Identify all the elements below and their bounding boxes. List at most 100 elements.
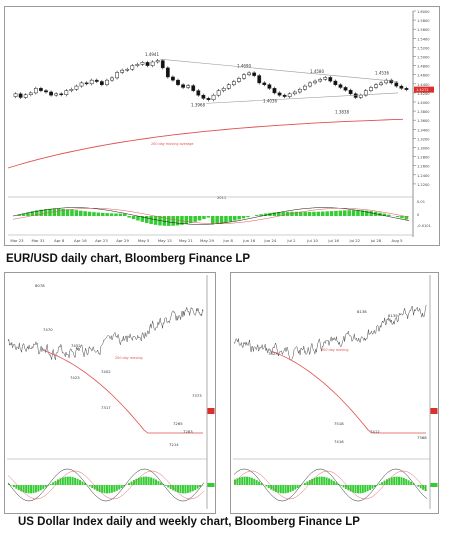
oscillator-bar — [388, 478, 391, 485]
oscillator-bar — [352, 485, 355, 493]
oscillator-bar — [15, 485, 18, 489]
macd-bar — [52, 208, 57, 216]
oscillator-bar — [32, 485, 35, 494]
macd-bar — [17, 214, 21, 216]
macd-bar — [206, 216, 211, 218]
macd-bar — [290, 211, 294, 216]
y-tick-label: 1.5400 — [417, 37, 430, 41]
oscillator-signal-line — [7, 470, 205, 500]
oscillator-bar — [369, 485, 372, 491]
macd-bar — [307, 211, 312, 216]
macd-bar — [343, 210, 347, 216]
oscillator-bar — [366, 485, 369, 492]
oscillator-bar — [325, 477, 328, 485]
price-annotation: 7518 — [334, 421, 344, 426]
candle-body — [257, 75, 262, 84]
oscillator-bar — [76, 478, 79, 485]
price-annotation: 7402 — [101, 369, 111, 374]
macd-bar — [211, 216, 215, 225]
oscillator-bar — [140, 477, 143, 485]
oscillator-bar — [299, 485, 302, 487]
macd-bar — [87, 211, 92, 216]
macd-bar — [74, 210, 79, 216]
oscillator-bar — [106, 485, 108, 494]
oscillator-bar — [66, 476, 69, 485]
y-tick-label: 1.2600 — [417, 165, 430, 169]
oscillator-bar — [20, 485, 23, 492]
x-tick-label: Apr 23 — [95, 238, 108, 243]
x-tick-label: Apr 29 — [116, 238, 129, 243]
macd-bar — [92, 212, 96, 216]
macd-bar — [101, 212, 105, 216]
oscillator-bar — [157, 480, 160, 485]
macd-bar — [219, 216, 224, 224]
oscillator-bar — [371, 485, 374, 489]
macd-bar — [83, 211, 87, 216]
oscillator-bar — [37, 485, 40, 492]
macd-bar — [215, 216, 219, 225]
oscillator-bar — [54, 480, 57, 485]
macd-tick-label: 0.01 — [417, 200, 425, 204]
x-tick-label: Aug 5 — [391, 238, 403, 243]
x-tick-label: May 29 — [200, 238, 214, 243]
oscillator-line — [233, 468, 428, 502]
oscillator-bar — [340, 485, 343, 486]
candle-body — [308, 82, 312, 87]
oscillator-bar — [164, 485, 167, 486]
candle-body — [140, 62, 145, 65]
eurusd-caption: EUR/USD daily chart, Bloomberg Finance L… — [6, 253, 251, 265]
candle-body — [226, 84, 231, 89]
oscillator-bar — [83, 483, 86, 485]
oscillator-bar — [96, 485, 99, 491]
y-tick-label: 1.2800 — [417, 156, 430, 160]
year-label: 2011 — [217, 196, 226, 200]
x-tick-label: Mar 31 — [32, 238, 46, 243]
candle-body — [49, 91, 53, 96]
oscillator-bar — [410, 481, 413, 485]
oscillator-bar — [61, 477, 64, 485]
y-tick-label: 1.2400 — [417, 174, 430, 178]
candle-body — [110, 77, 114, 81]
macd-bar — [61, 208, 65, 216]
macd-bar — [162, 216, 167, 226]
y-tick-label: 1.3200 — [417, 137, 430, 141]
oscillator-bar — [246, 476, 248, 485]
macd-bar — [347, 210, 351, 216]
oscillator-bar — [294, 485, 297, 490]
candle-body — [394, 82, 399, 87]
candle-body — [23, 94, 28, 98]
oscillator-bar — [179, 485, 182, 494]
oscillator-bar — [69, 476, 72, 485]
y-tick-label: 1.4000 — [417, 101, 430, 105]
oscillator-bar — [145, 476, 148, 485]
candle-body — [379, 82, 383, 85]
price-annotation: 1.3968 — [191, 103, 205, 108]
price-line — [7, 306, 204, 360]
oscillator-bar — [44, 485, 47, 488]
price-annotation: 7823 — [268, 351, 278, 356]
macd-bar — [127, 216, 131, 218]
candle-body — [358, 94, 363, 98]
price-annotation: 7265 — [173, 421, 183, 426]
oscillator-bar — [81, 481, 84, 485]
price-annotation: 1.4941 — [145, 52, 159, 57]
macd-bar — [145, 216, 149, 224]
oscillator-bar — [250, 477, 253, 485]
oscillator-bar — [88, 485, 91, 487]
candle-body — [277, 92, 282, 96]
macd-bar — [255, 215, 259, 216]
last-price-tag — [414, 86, 434, 93]
candle-body — [252, 72, 257, 76]
macd-bar — [180, 216, 184, 225]
oscillator-bar — [8, 483, 10, 485]
candle-body — [389, 79, 394, 84]
candle-body — [125, 68, 130, 71]
y-tick-label: 1.4400 — [417, 83, 430, 87]
oscillator-bar — [344, 485, 347, 489]
macd-bar — [303, 211, 307, 216]
oscillator-bar — [137, 477, 140, 485]
eurusd-chart: 1.6000 1.5800 1.5600 1.5400 1.5200 1.5000 1.48… — [7, 10, 434, 243]
price-annotation: 7373 — [192, 393, 202, 398]
oscillator-bar — [323, 476, 326, 485]
price-annotation: 8078 — [35, 283, 45, 288]
